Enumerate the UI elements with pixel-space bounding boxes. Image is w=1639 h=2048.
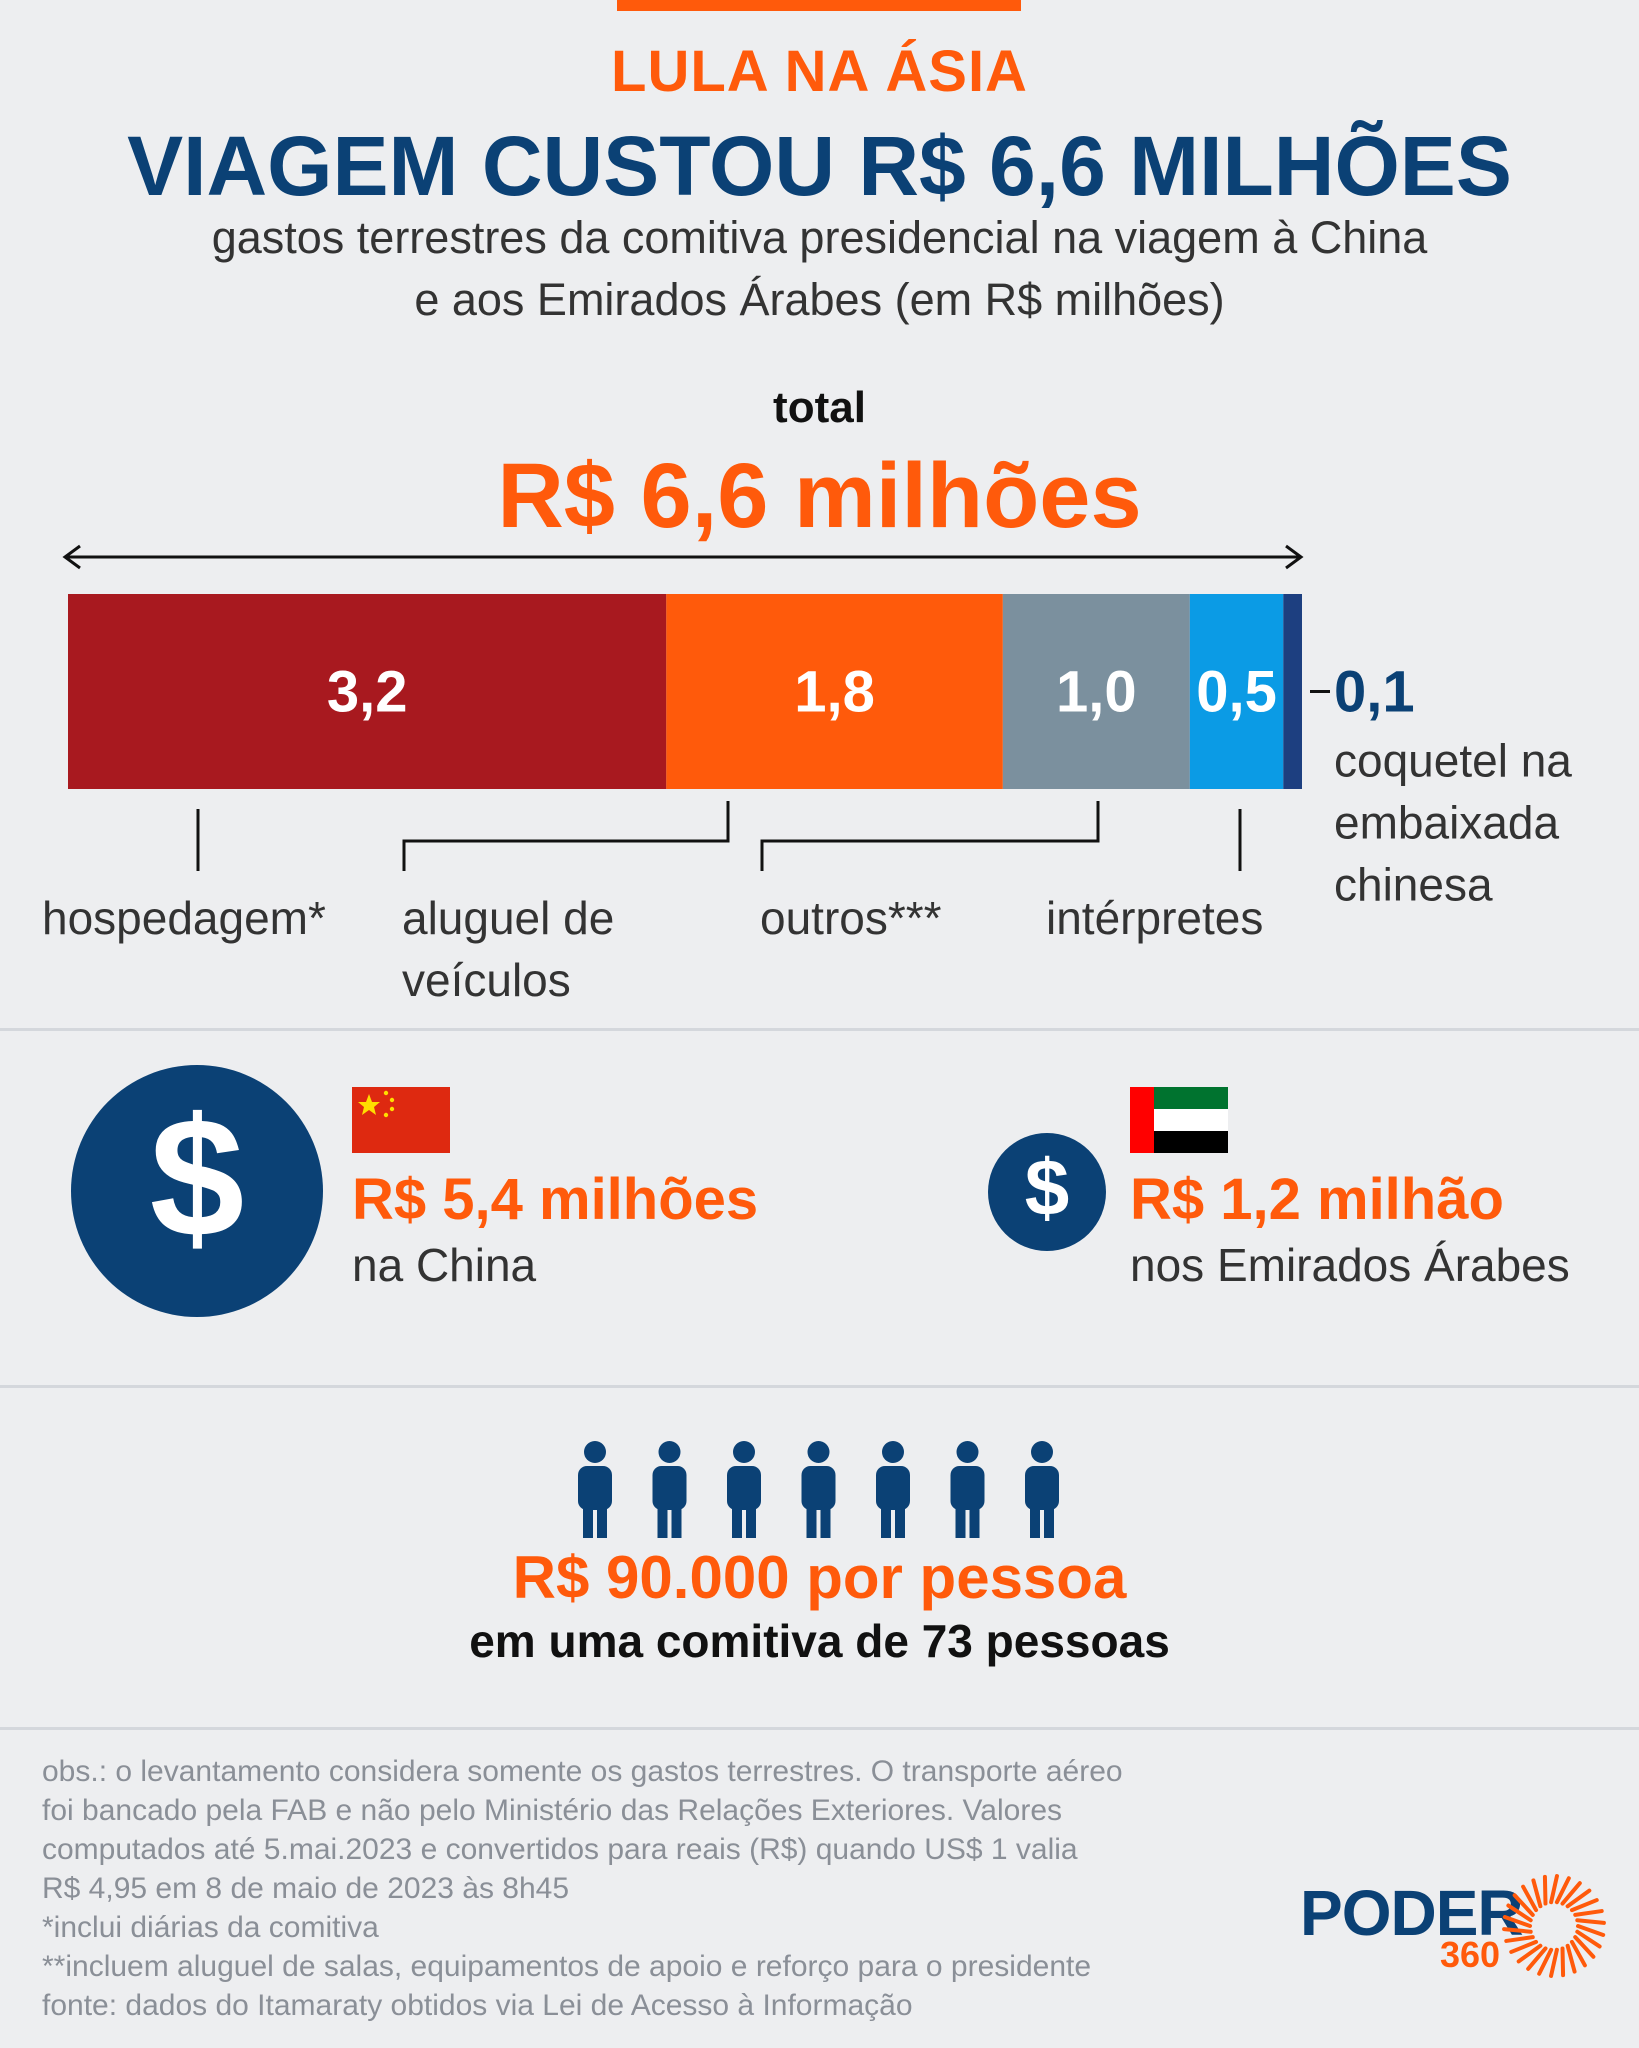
svg-text:$: $ xyxy=(150,1083,245,1273)
footnotes: obs.: o levantamento considera somente o… xyxy=(42,1752,1282,2025)
bar-value-label: 0,1 xyxy=(1334,660,1415,725)
kicker: LULA NA ÁSIA xyxy=(611,39,1028,104)
people-icons xyxy=(578,1441,1059,1538)
bar-value-label: 1,8 xyxy=(794,660,875,725)
person-icon xyxy=(578,1441,612,1538)
category-label: veículos xyxy=(402,954,571,1000)
dollar-icon: $ xyxy=(71,1065,323,1317)
logo-wordmark: PODER xyxy=(1300,1877,1524,1949)
total-span-arrow xyxy=(62,544,1304,570)
note-line: foi bancado pela FAB e não pelo Ministér… xyxy=(42,1794,1063,1827)
subtitle-line-1: gastos terrestres da comitiva presidenci… xyxy=(211,212,1428,263)
top-accent-bar xyxy=(617,0,1021,11)
dollar-icon: $ xyxy=(988,1133,1106,1251)
category-label: coquetel na xyxy=(1334,735,1572,787)
note-line: **incluem aluguel de salas, equipamentos… xyxy=(42,1950,1092,1983)
uae-desc: nos Emirados Árabes xyxy=(1130,1239,1570,1291)
page-title: VIAGEM CUSTOU R$ 6,6 MILHÕES xyxy=(127,119,1512,213)
per-person-amount: R$ 90.000 por pessoa xyxy=(512,1544,1127,1611)
leader-line xyxy=(760,801,1100,871)
bar-value-label: 3,2 xyxy=(327,660,408,725)
person-icon xyxy=(876,1441,910,1538)
section-divider xyxy=(0,1028,1639,1031)
category-label: embaixada xyxy=(1334,797,1559,849)
total-label: total xyxy=(773,383,866,432)
bar-segment xyxy=(666,594,1003,789)
china-desc: na China xyxy=(352,1239,537,1291)
china-amount: R$ 5,4 milhões xyxy=(352,1167,759,1232)
category-label: hospedagem* xyxy=(42,892,326,944)
uae-amount: R$ 1,2 milhão xyxy=(1130,1167,1504,1232)
bar-segment xyxy=(68,594,667,789)
person-icon xyxy=(727,1441,761,1538)
subtitle: gastos terrestres da comitiva presidenci… xyxy=(0,207,1639,331)
svg-text:$: $ xyxy=(1025,1143,1070,1232)
note-line: computados até 5.mai.2023 e convertidos … xyxy=(42,1833,1078,1866)
bar-segment xyxy=(1283,594,1302,789)
note-line: obs.: o levantamento considera somente o… xyxy=(42,1755,1123,1788)
leader-line xyxy=(402,801,730,871)
china-flag xyxy=(352,1087,450,1153)
person-icon xyxy=(1025,1441,1059,1538)
total-value: R$ 6,6 milhões xyxy=(497,445,1142,547)
uae-flag xyxy=(1130,1087,1228,1153)
person-icon xyxy=(801,1441,836,1538)
section-divider xyxy=(0,1385,1639,1388)
sunburst-logo-icon xyxy=(1502,1874,1606,1978)
logo-number: 360 xyxy=(1440,1934,1501,1975)
bar-segment xyxy=(1189,594,1284,789)
bar-value-label: 1,0 xyxy=(1056,660,1137,725)
subtitle-line-2: e aos Emirados Árabes (em R$ milhões) xyxy=(414,274,1225,325)
per-person-desc: em uma comitiva de 73 pessoas xyxy=(469,1615,1170,1667)
category-label: aluguel de xyxy=(402,892,614,944)
person-icon xyxy=(652,1441,687,1538)
stacked-bar-chart: 3,2 hospedagem* 1,8 aluguel de veículos 1,0 ou… xyxy=(42,544,1572,1000)
bar-segment xyxy=(1002,594,1190,789)
category-label: intérpretes xyxy=(1046,892,1263,944)
bar-value-label: 0,5 xyxy=(1196,660,1277,725)
note-line: *inclui diárias da comitiva xyxy=(42,1911,379,1944)
category-label: outros*** xyxy=(760,892,942,944)
section-divider xyxy=(0,1727,1639,1730)
note-line: fonte: dados do Itamaraty obtidos via Le… xyxy=(42,1989,913,2022)
category-label: chinesa xyxy=(1334,859,1493,911)
person-icon xyxy=(950,1441,985,1538)
note-line: R$ 4,95 em 8 de maio de 2023 às 8h45 xyxy=(42,1872,570,1905)
